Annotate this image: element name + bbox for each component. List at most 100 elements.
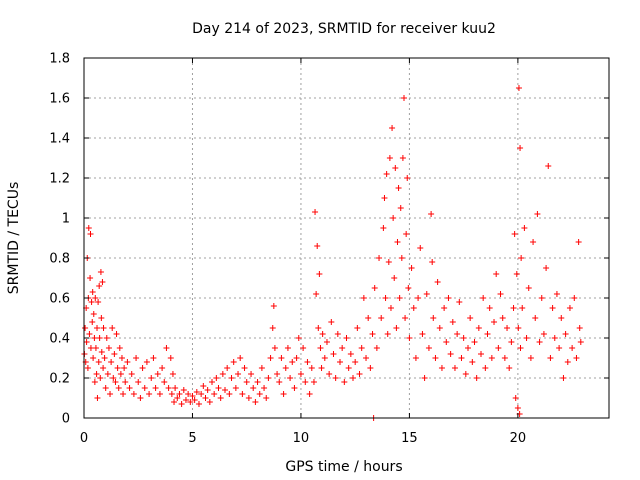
data-point	[436, 325, 443, 331]
data-point	[169, 371, 176, 377]
data-point	[112, 379, 119, 385]
data-point	[213, 375, 220, 381]
data-point	[176, 391, 183, 397]
data-point	[317, 345, 324, 351]
data-point	[152, 385, 159, 391]
data-point	[400, 95, 407, 101]
data-point	[245, 395, 252, 401]
data-point	[200, 383, 207, 389]
data-point	[397, 205, 404, 211]
data-point	[100, 325, 107, 331]
data-point	[107, 391, 114, 397]
data-point	[399, 155, 406, 161]
data-point	[263, 395, 270, 401]
data-point	[178, 401, 185, 407]
data-point	[460, 335, 467, 341]
data-point	[306, 391, 313, 397]
data-point	[252, 399, 259, 405]
data-point	[250, 385, 257, 391]
data-point	[135, 379, 142, 385]
data-point	[146, 391, 153, 397]
data-point	[562, 331, 569, 337]
data-point	[556, 345, 563, 351]
chart-title: Day 214 of 2023, SRMTID for receiver kuu…	[192, 21, 496, 37]
data-point	[386, 155, 393, 161]
data-point	[97, 269, 104, 275]
data-point	[478, 351, 485, 357]
data-point	[206, 399, 213, 405]
data-point	[163, 345, 170, 351]
y-tick-label: 0.8	[49, 252, 70, 267]
data-point	[89, 319, 96, 325]
data-point	[88, 299, 95, 305]
data-point	[104, 371, 111, 377]
data-point	[321, 355, 328, 361]
data-point	[371, 285, 378, 291]
data-point	[280, 391, 287, 397]
data-point	[536, 339, 543, 345]
data-point	[297, 371, 304, 377]
data-point	[191, 397, 198, 403]
data-point	[174, 395, 181, 401]
data-point	[284, 345, 291, 351]
data-point	[293, 355, 300, 361]
data-point	[573, 355, 580, 361]
data-point	[564, 359, 571, 365]
data-point	[295, 335, 302, 341]
data-point	[122, 379, 129, 385]
data-point	[319, 331, 326, 337]
data-point	[517, 345, 524, 351]
data-point	[94, 395, 101, 401]
data-point	[222, 387, 229, 393]
data-point	[110, 375, 117, 381]
data-point	[365, 315, 372, 321]
data-point	[382, 295, 389, 301]
data-point	[241, 365, 248, 371]
data-point	[143, 359, 150, 365]
y-tick-label: 0.2	[49, 372, 70, 387]
data-point	[248, 371, 255, 377]
data-point	[113, 331, 120, 337]
data-point	[98, 349, 105, 355]
data-point	[105, 345, 112, 351]
y-tick-label: 1.8	[49, 52, 70, 67]
data-point	[193, 389, 200, 395]
data-point	[89, 289, 96, 295]
data-point	[403, 231, 410, 237]
data-point	[532, 315, 539, 321]
data-point	[326, 371, 333, 377]
x-tick-label: 10	[293, 431, 310, 446]
data-point	[545, 163, 552, 169]
data-point	[235, 371, 242, 377]
data-point	[510, 305, 517, 311]
data-point	[521, 225, 528, 231]
data-point	[475, 325, 482, 331]
data-point	[254, 379, 261, 385]
data-point	[316, 271, 323, 277]
data-point	[517, 145, 524, 151]
data-point	[224, 365, 231, 371]
data-point	[198, 391, 205, 397]
data-point	[515, 325, 522, 331]
data-point	[393, 325, 400, 331]
data-point	[576, 325, 583, 331]
data-point	[491, 319, 498, 325]
data-point	[100, 365, 107, 371]
data-point	[108, 359, 115, 365]
data-point	[256, 391, 263, 397]
data-point	[429, 259, 436, 265]
data-point	[154, 371, 161, 377]
data-point	[239, 391, 246, 397]
data-point	[566, 305, 573, 311]
data-point	[385, 259, 392, 265]
data-point	[575, 239, 582, 245]
plot-frame	[83, 57, 610, 419]
data-point	[350, 375, 357, 381]
data-point	[360, 295, 367, 301]
data-point	[447, 351, 454, 357]
data-point	[99, 279, 106, 285]
data-point	[243, 379, 250, 385]
data-point	[276, 379, 283, 385]
x-axis-label: GPS time / hours	[285, 459, 402, 475]
data-point	[392, 165, 399, 171]
